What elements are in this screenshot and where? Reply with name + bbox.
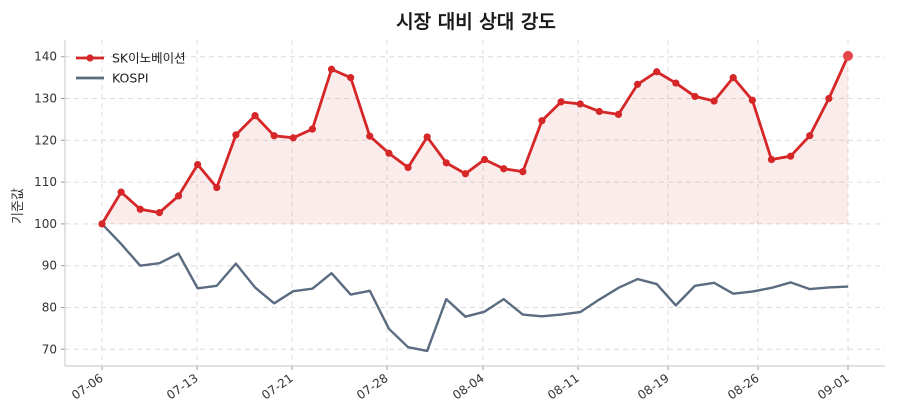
series-point (174, 192, 183, 200)
y-tick-label: 90 (42, 259, 57, 273)
series-point (825, 94, 833, 103)
series-start-point (98, 220, 106, 228)
x-tick-label: 07-13 (164, 371, 201, 402)
series-point (538, 117, 546, 125)
y-tick-label: 120 (34, 133, 57, 147)
y-tick-label: 140 (34, 50, 57, 64)
series-point (136, 205, 144, 213)
area-fill (102, 55, 848, 224)
series-point (308, 125, 317, 133)
series-point (729, 74, 737, 82)
x-tick-label: 08-19 (635, 371, 672, 402)
series-point (385, 149, 393, 157)
series-point (117, 188, 125, 196)
series-point (423, 133, 431, 141)
legend-label: KOSPI (112, 71, 149, 86)
series-point (461, 170, 470, 178)
x-tick-label: 09-01 (815, 371, 852, 402)
series-point (806, 132, 814, 140)
series-point (155, 209, 163, 217)
series-area-fill (102, 55, 848, 224)
series-point (710, 97, 718, 105)
series-point (232, 131, 240, 139)
x-tick-label: 07-28 (354, 371, 391, 402)
series-point (194, 160, 202, 169)
legend-label: SK이노베이션 (112, 51, 186, 66)
series-point (748, 96, 756, 104)
y-tick-label: 110 (34, 175, 57, 189)
series-point (633, 80, 642, 88)
x-tick-label: 07-06 (69, 371, 106, 402)
series-point (557, 98, 565, 106)
y-tick-label: 70 (42, 342, 57, 356)
series-point (576, 100, 584, 108)
series-point (519, 168, 527, 176)
y-axis-label: 기준값 (11, 188, 26, 224)
series-point (672, 79, 680, 87)
series-point (500, 165, 508, 173)
series-point (366, 132, 374, 140)
x-tick-label: 08-26 (725, 371, 762, 402)
series-point (289, 134, 297, 142)
series-point (787, 152, 795, 160)
legend: SK이노베이션 KOSPI (76, 51, 186, 86)
series-line (100, 55, 850, 225)
y-tick-label: 130 (34, 92, 57, 106)
y-tick-label: 100 (34, 217, 57, 231)
chart-title: 시장 대비 상대 강도 (396, 11, 556, 33)
series-end-point (843, 50, 853, 61)
series-point (691, 92, 699, 101)
series-point (480, 155, 489, 164)
series-point (614, 110, 623, 118)
x-tick-label: 08-04 (450, 371, 487, 402)
series-point (213, 183, 221, 192)
x-tick-label: 07-21 (259, 371, 296, 402)
series-point (347, 74, 355, 82)
series-point (767, 155, 776, 164)
x-tick-label: 08-11 (545, 371, 582, 402)
legend-marker (86, 54, 94, 62)
series-point (251, 112, 259, 120)
series-point (595, 107, 603, 116)
series-point (270, 132, 278, 140)
series-point (404, 163, 412, 172)
series-point (442, 159, 450, 167)
series-lines (98, 50, 853, 353)
series-point (327, 65, 336, 73)
series-point (653, 68, 661, 76)
series-line (101, 223, 849, 353)
y-tick-label: 80 (42, 300, 57, 314)
